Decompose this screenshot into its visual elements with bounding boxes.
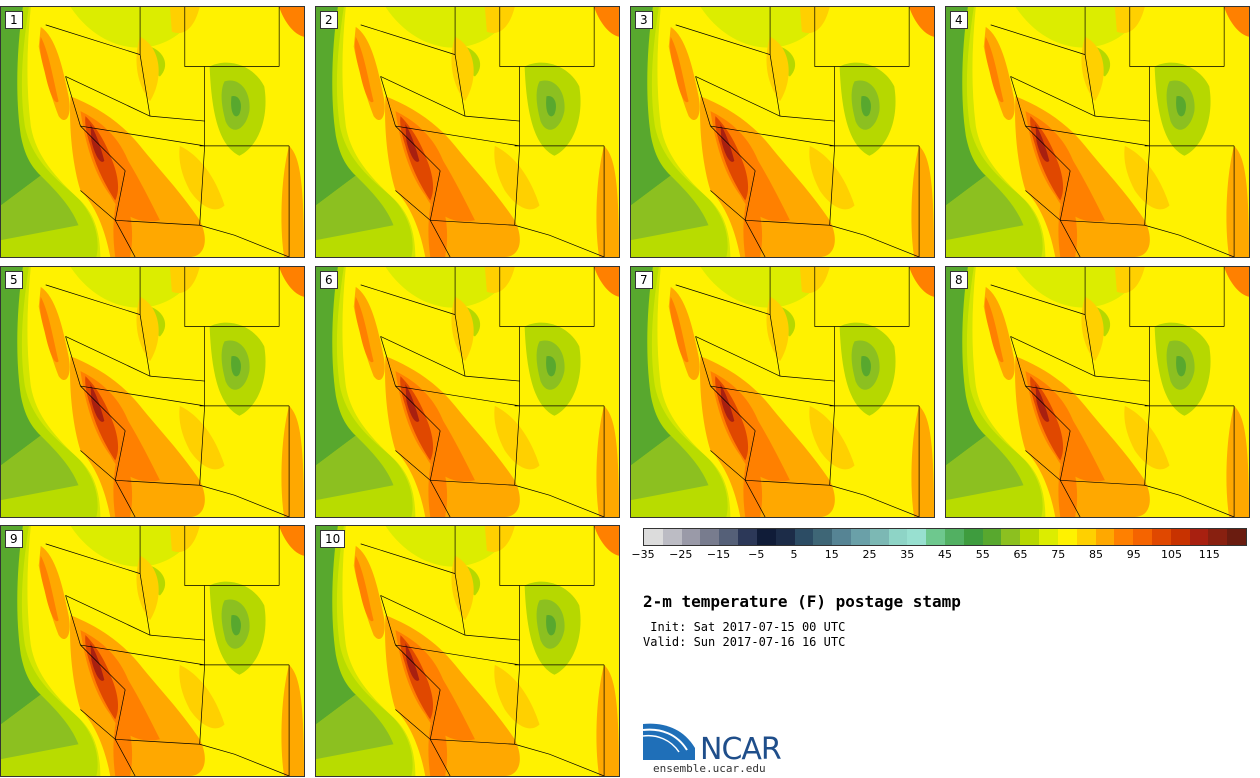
colorbar-swatch [1189,529,1209,545]
colorbar-swatch [982,529,1002,545]
colorbar-swatch [813,529,833,545]
temperature-map [316,7,619,257]
temperature-map [1,7,304,257]
temperature-map [316,526,619,776]
plot-title: 2-m temperature (F) postage stamp [643,592,961,611]
temperature-map [631,267,934,517]
colorbar [643,528,1247,546]
member-panel: 7 [630,266,935,518]
temperature-map [316,267,619,517]
member-number: 8 [950,271,968,289]
colorbar-swatch [1114,529,1134,545]
member-number: 7 [635,271,653,289]
member-number: 2 [320,11,338,29]
ncar-logo [643,723,695,760]
member-number: 10 [320,530,346,548]
member-panel: 4 [945,6,1250,258]
member-number: 5 [5,271,23,289]
colorbar-swatch [945,529,964,545]
colorbar-tick-label: 45 [938,548,952,561]
colorbar-tick-label: 25 [862,548,877,561]
temperature-map [946,267,1249,517]
valid-time: Valid: Sun 2017-07-16 16 UTC [643,635,846,649]
colorbar-swatch [700,529,720,545]
colorbar-swatch [1151,529,1171,545]
colorbar-swatch [794,529,814,545]
temperature-map [946,7,1249,257]
member-panel: 10 [315,525,620,777]
colorbar-swatch [1001,529,1021,545]
colorbar-swatch [1076,529,1096,545]
colorbar-tick-label: 35 [900,548,915,561]
member-panel: 2 [315,6,620,258]
logo-url: ensemble.ucar.edu [653,762,766,775]
colorbar-tick-label: 105 [1161,548,1182,561]
colorbar-swatch [926,529,945,545]
temperature-map [631,7,934,257]
member-number: 6 [320,271,338,289]
colorbar-swatch [832,529,851,545]
colorbar-tick-label: −15 [706,548,731,561]
member-panel: 1 [0,6,305,258]
colorbar-swatch [907,529,927,545]
colorbar-swatch [644,529,663,545]
colorbar-tick-label: −5 [748,548,765,561]
colorbar-swatch [1095,529,1115,545]
colorbar-tick-label: −35 [631,548,655,561]
colorbar-swatch [738,529,757,545]
colorbar-swatch [963,529,983,545]
member-panel: 9 [0,525,305,777]
colorbar-swatch [869,529,889,545]
colorbar-swatch [850,529,870,545]
colorbar-swatch [662,529,682,545]
colorbar-swatch [1133,529,1152,545]
temperature-map [1,267,304,517]
member-number: 4 [950,11,968,29]
colorbar-tick-label: 55 [975,548,990,561]
member-panel: 5 [0,266,305,518]
colorbar-labels: −35 −25 −15 −5 5 15 25 35 45 55 65 75 85 95 105 115 [631,548,1247,564]
colorbar-swatch [1039,529,1058,545]
colorbar-swatch [1227,529,1246,545]
colorbar-tick-label: 115 [1198,548,1220,561]
colorbar-swatch [1208,529,1228,545]
colorbar-swatch [756,529,776,545]
colorbar-tick-label: 5 [790,548,798,561]
colorbar-swatch [888,529,908,545]
colorbar-tick-label: 75 [1051,548,1066,561]
temperature-map [1,526,304,776]
member-panel: 3 [630,6,935,258]
colorbar-tick-label: −25 [669,548,693,561]
colorbar-tick-label: 65 [1013,548,1028,561]
member-number: 3 [635,11,653,29]
member-panel: 6 [315,266,620,518]
colorbar-swatch [775,529,795,545]
init-time: Init: Sat 2017-07-15 00 UTC [643,620,846,634]
colorbar-tick-label: 85 [1089,548,1103,561]
colorbar-swatch [719,529,739,545]
member-number: 9 [5,530,23,548]
member-panel: 8 [945,266,1250,518]
colorbar-swatch [1020,529,1040,545]
logo-text: NCAR [700,732,782,767]
colorbar-tick-label: 95 [1126,548,1141,561]
colorbar-swatch [1057,529,1077,545]
colorbar-tick-label: 15 [824,548,839,561]
colorbar-swatch [681,529,701,545]
member-number: 1 [5,11,23,29]
colorbar-swatch [1170,529,1190,545]
